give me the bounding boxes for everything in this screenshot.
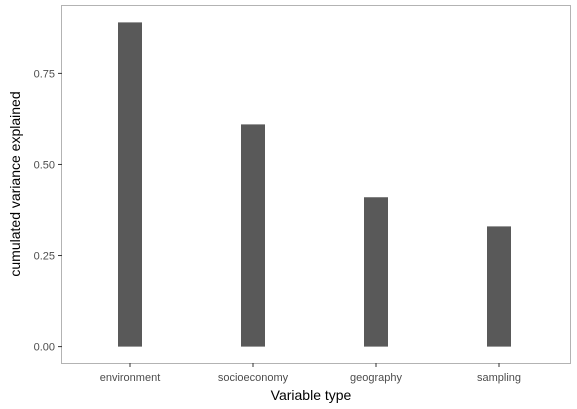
bar-geography xyxy=(364,197,388,347)
x-tick-label-geography: geography xyxy=(350,372,402,384)
x-tick-label-environment: environment xyxy=(100,372,161,384)
y-tick-label: 0.75 xyxy=(34,68,55,80)
y-tick-label: 0.50 xyxy=(34,159,55,171)
y-axis: 0.00 0.25 0.50 0.75 xyxy=(34,68,62,354)
bar-socioeconomy xyxy=(241,124,265,347)
bar-sampling xyxy=(487,226,511,347)
bars xyxy=(118,22,511,347)
plot-panel-border xyxy=(61,5,571,364)
x-tick-label-sampling: sampling xyxy=(477,372,521,384)
y-axis-title: cumulated variance explained xyxy=(7,91,23,276)
y-tick-label: 0.25 xyxy=(34,251,55,263)
x-axis: environment socioeconomy geography sampling xyxy=(100,363,521,384)
y-tick-label: 0.00 xyxy=(34,342,55,354)
x-axis-title: Variable type xyxy=(271,387,352,403)
bar-environment xyxy=(118,22,142,347)
x-tick-label-socioeconomy: socioeconomy xyxy=(218,372,289,384)
